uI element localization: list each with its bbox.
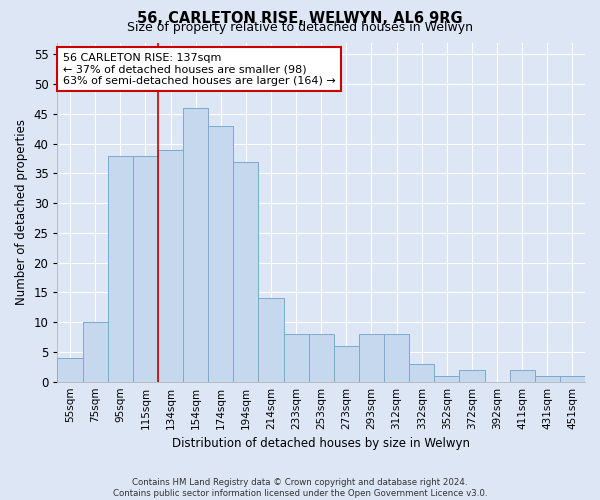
Bar [535,376,560,382]
Bar [58,358,83,382]
Bar [384,334,409,382]
Bar [308,334,334,382]
Bar [359,334,384,382]
Bar [434,376,460,382]
Bar [284,334,308,382]
X-axis label: Distribution of detached houses by size in Welwyn: Distribution of detached houses by size … [172,437,470,450]
Bar [259,298,284,382]
Bar [409,364,434,382]
Bar [233,162,259,382]
Text: 56, CARLETON RISE, WELWYN, AL6 9RG: 56, CARLETON RISE, WELWYN, AL6 9RG [137,11,463,26]
Text: Size of property relative to detached houses in Welwyn: Size of property relative to detached ho… [127,21,473,34]
Y-axis label: Number of detached properties: Number of detached properties [15,119,28,305]
Bar [334,346,359,382]
Bar [108,156,133,382]
Bar [183,108,208,382]
Bar [509,370,535,382]
Bar [83,322,108,382]
Bar [208,126,233,382]
Bar [460,370,485,382]
Bar [133,156,158,382]
Text: 56 CARLETON RISE: 137sqm
← 37% of detached houses are smaller (98)
63% of semi-d: 56 CARLETON RISE: 137sqm ← 37% of detach… [63,52,335,86]
Bar [560,376,585,382]
Text: Contains HM Land Registry data © Crown copyright and database right 2024.
Contai: Contains HM Land Registry data © Crown c… [113,478,487,498]
Bar [158,150,183,382]
